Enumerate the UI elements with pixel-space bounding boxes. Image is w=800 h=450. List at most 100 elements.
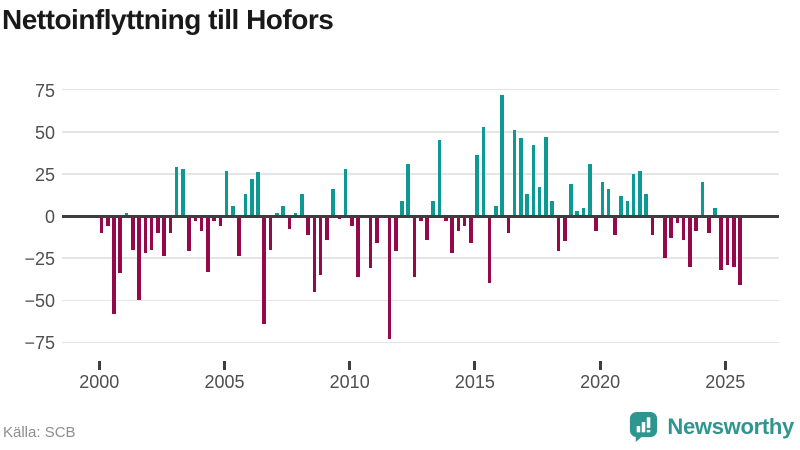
bar-2007-Q2 bbox=[281, 205, 285, 216]
bar-2022-Q1 bbox=[650, 216, 655, 235]
bar-2010-Q1 bbox=[350, 216, 354, 227]
bar-2019-Q3 bbox=[587, 163, 592, 216]
y-axis-tick-label: −25 bbox=[24, 249, 55, 270]
x-axis-tick-2025 bbox=[723, 361, 727, 370]
source-note: Källa: SCB bbox=[3, 424, 76, 441]
bar-2011-Q4 bbox=[393, 216, 398, 252]
bar-2017-Q4 bbox=[544, 136, 548, 216]
bar-2009-Q4 bbox=[343, 168, 348, 216]
bar-2020-Q3 bbox=[613, 216, 617, 235]
bar-2024-Q4 bbox=[719, 216, 724, 270]
bar-2008-Q3 bbox=[312, 216, 317, 292]
bar-2014-Q3 bbox=[462, 216, 467, 227]
y-axis-tick-label: 0 bbox=[44, 207, 55, 227]
bar-2000-Q2 bbox=[105, 216, 110, 227]
bar-2015-Q1 bbox=[475, 155, 479, 216]
bar-2003-Q4 bbox=[193, 216, 198, 222]
bar-2001-Q3 bbox=[137, 216, 141, 301]
bar-2023-Q4 bbox=[694, 216, 698, 232]
bar-2011-Q3 bbox=[387, 216, 392, 339]
bar-2019-Q2 bbox=[581, 207, 586, 216]
x-axis-tick-2000 bbox=[97, 361, 101, 370]
bar-2017-Q3 bbox=[537, 187, 542, 216]
y-axis-tick-label: −50 bbox=[24, 291, 55, 312]
x-axis-tick-label: 2015 bbox=[454, 372, 495, 392]
gridline-y--50 bbox=[62, 299, 779, 301]
x-axis-tick-label: 2000 bbox=[79, 372, 120, 392]
bar-2021-Q1 bbox=[625, 200, 630, 216]
newsworthy-speech-bubble-bar-chart-icon bbox=[630, 411, 658, 443]
bar-2014-Q2 bbox=[456, 216, 461, 232]
y-axis-tick-label: 25 bbox=[34, 164, 55, 185]
bar-2003-Q1 bbox=[174, 167, 179, 216]
newsworthy-logo: Newsworthy bbox=[627, 410, 794, 443]
bar-2018-Q4 bbox=[569, 183, 573, 216]
bar-2006-Q1 bbox=[249, 178, 254, 216]
bar-2022-Q4 bbox=[669, 216, 673, 238]
bar-2012-Q3 bbox=[412, 216, 417, 277]
y-axis-tick-label: −75 bbox=[24, 333, 55, 354]
x-axis-tick-2015 bbox=[473, 361, 477, 370]
bar-2018-Q3 bbox=[562, 216, 567, 242]
bar-2020-Q2 bbox=[606, 189, 611, 216]
bar-2015-Q2 bbox=[481, 126, 486, 216]
bar-2000-Q3 bbox=[112, 216, 116, 314]
bar-2021-Q4 bbox=[644, 194, 648, 216]
bar-2022-Q3 bbox=[663, 216, 667, 259]
bar-2017-Q1 bbox=[525, 194, 529, 216]
bar-2017-Q2 bbox=[531, 145, 536, 216]
bar-2012-Q2 bbox=[406, 163, 411, 216]
bar-2021-Q3 bbox=[638, 170, 642, 216]
gridline-y-50 bbox=[62, 131, 779, 133]
x-axis-tick-2005 bbox=[223, 361, 226, 370]
bar-2007-Q4 bbox=[293, 212, 298, 216]
bar-2013-Q4 bbox=[444, 216, 448, 222]
chart-title: Nettoinflyttning till Hofors bbox=[2, 4, 334, 35]
bar-2024-Q1 bbox=[700, 182, 705, 216]
x-axis-tick-label: 2025 bbox=[705, 372, 746, 392]
bar-2002-Q1 bbox=[149, 216, 154, 250]
bar-2007-Q1 bbox=[274, 212, 279, 216]
bar-2016-Q4 bbox=[519, 138, 523, 216]
bar-2010-Q4 bbox=[368, 216, 373, 269]
bar-2010-Q2 bbox=[356, 216, 360, 277]
bar-2012-Q4 bbox=[418, 216, 423, 222]
bar-2016-Q1 bbox=[500, 94, 504, 216]
bar-2001-Q4 bbox=[143, 216, 148, 254]
x-axis-tick-2020 bbox=[598, 361, 602, 370]
bar-2005-Q2 bbox=[231, 205, 235, 216]
bar-2023-Q3 bbox=[688, 216, 692, 267]
gridline-y-75 bbox=[62, 88, 779, 91]
bar-2006-Q2 bbox=[256, 172, 260, 216]
bar-2005-Q4 bbox=[243, 194, 248, 216]
bar-2015-Q4 bbox=[494, 205, 498, 216]
gridline-y--25 bbox=[62, 257, 779, 259]
bar-2020-Q1 bbox=[600, 182, 605, 216]
bar-2019-Q1 bbox=[575, 210, 580, 216]
bar-2007-Q3 bbox=[287, 216, 292, 230]
bar-2000-Q4 bbox=[118, 216, 123, 274]
bar-2002-Q4 bbox=[168, 216, 173, 233]
bar-2014-Q1 bbox=[450, 216, 454, 254]
bar-2025-Q3 bbox=[738, 216, 742, 286]
x-axis-zero-line bbox=[62, 214, 779, 218]
bar-2025-Q1 bbox=[725, 216, 730, 265]
bar-2014-Q4 bbox=[469, 216, 473, 243]
bar-2018-Q1 bbox=[550, 200, 554, 216]
gridline-y--75 bbox=[62, 341, 779, 344]
bar-2013-Q1 bbox=[425, 216, 429, 240]
bar-2003-Q3 bbox=[187, 216, 191, 252]
bar-2023-Q1 bbox=[675, 216, 680, 223]
bar-2004-Q4 bbox=[218, 216, 223, 227]
bar-2019-Q4 bbox=[594, 216, 598, 232]
bar-2011-Q1 bbox=[375, 216, 379, 243]
gridline-y-25 bbox=[62, 173, 779, 175]
bar-2013-Q3 bbox=[437, 140, 442, 216]
bar-2016-Q3 bbox=[512, 130, 517, 216]
bar-2008-Q2 bbox=[306, 216, 310, 235]
bar-2013-Q2 bbox=[431, 200, 436, 216]
bar-2015-Q3 bbox=[487, 216, 492, 284]
bar-2008-Q1 bbox=[300, 194, 304, 216]
